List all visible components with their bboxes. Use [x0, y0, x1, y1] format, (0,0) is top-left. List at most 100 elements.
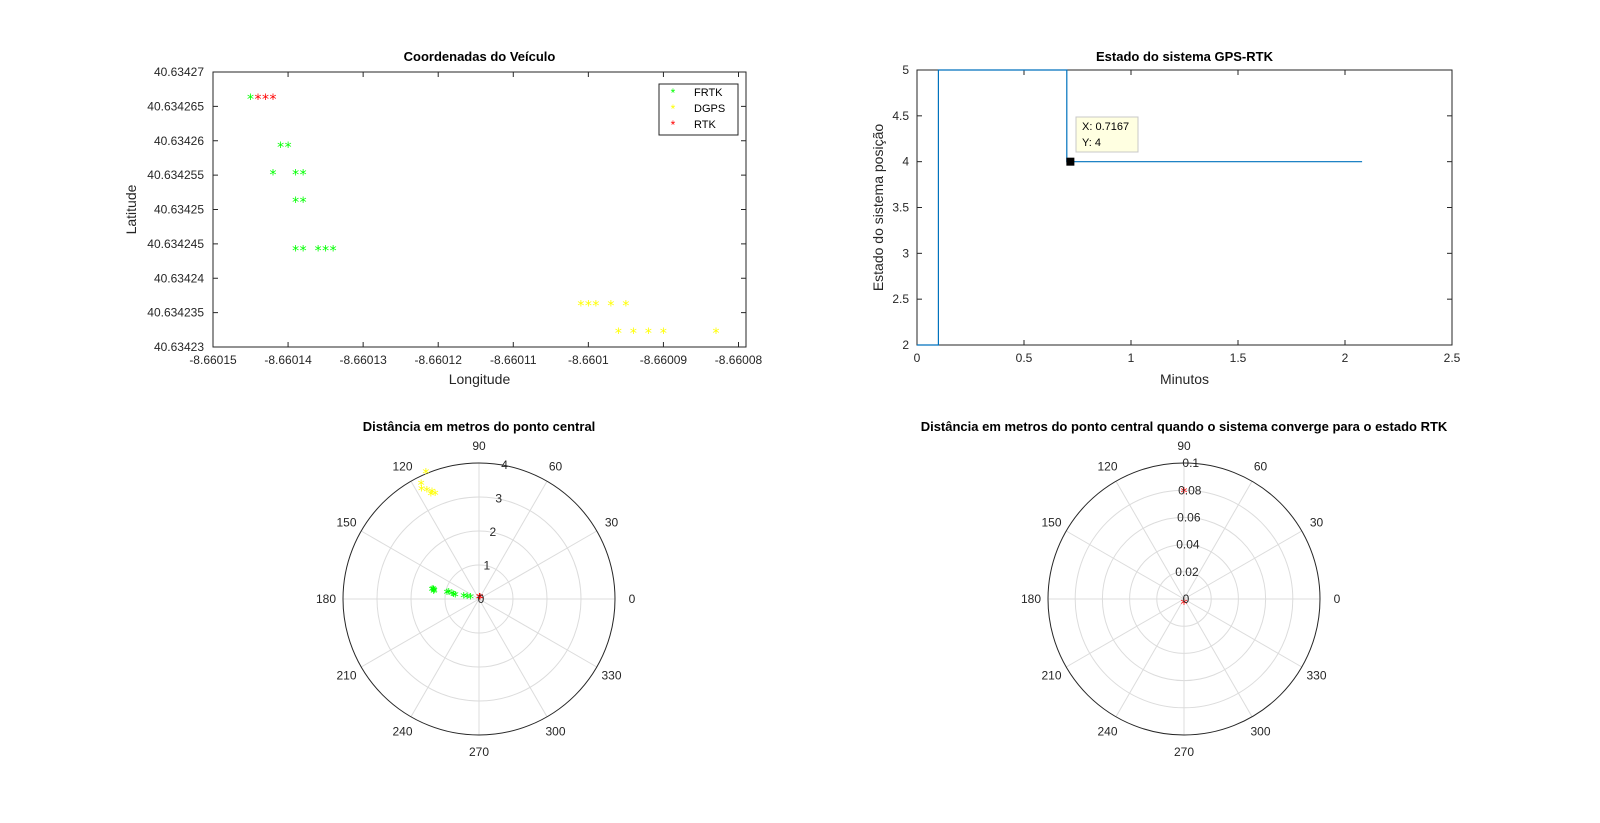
datatip[interactable]: X: 0.7167 Y: 4	[1075, 116, 1139, 153]
y-tick-label: 3	[902, 246, 909, 260]
radial-tick-label: 0	[478, 592, 485, 606]
y-tick-label: 40.634265	[147, 99, 204, 113]
y-tick-label: 40.634245	[147, 237, 204, 251]
data-point-frtk: *	[315, 243, 322, 259]
theta-tick-label: 240	[392, 725, 412, 739]
theta-tick-label: 90	[472, 439, 486, 453]
theta-tick-label: 120	[392, 459, 412, 473]
chart-title: Estado do sistema GPS-RTK	[1096, 49, 1274, 64]
legend-marker-frtk: *	[671, 86, 676, 100]
data-point-frtk: *	[430, 584, 437, 600]
chart-title: Distância em metros do ponto central qua…	[921, 419, 1448, 434]
theta-tick-label: 180	[316, 592, 336, 606]
x-tick-label: 1	[1128, 351, 1135, 365]
x-tick-label: -8.66008	[715, 353, 763, 367]
y-tick-label: 40.634235	[147, 306, 204, 320]
data-point-rtk: *	[255, 92, 262, 108]
data-point-frtk: *	[285, 140, 292, 156]
x-tick-label: 2	[1342, 351, 1349, 365]
x-tick-label: -8.6601	[568, 353, 609, 367]
radial-tick-label: 3	[495, 492, 502, 506]
radial-tick-label: 2	[489, 525, 496, 539]
theta-tick-label: 120	[1097, 459, 1117, 473]
legend: * FRTK * DGPS * RTK	[658, 83, 739, 136]
data-point-frtk: *	[322, 243, 329, 259]
data-point-frtk: *	[464, 591, 471, 607]
theta-tick-label: 210	[1041, 669, 1061, 683]
theta-tick-label: 0	[1334, 592, 1341, 606]
x-tick-label: -8.66011	[490, 353, 537, 367]
polar-ring	[1129, 544, 1239, 654]
y-tick-label: 4	[902, 155, 909, 169]
y-tick-label: 2	[902, 338, 909, 352]
data-point-dgps: *	[427, 488, 434, 504]
theta-tick-label: 150	[336, 516, 356, 530]
theta-tick-label: 90	[1177, 439, 1191, 453]
data-point-rtk: *	[476, 592, 483, 608]
data-point-frtk: *	[300, 243, 307, 259]
legend-label-dgps: DGPS	[694, 103, 725, 115]
polar-spoke	[1183, 598, 1253, 718]
data-point-dgps: *	[428, 486, 435, 502]
data-point-frtk: *	[292, 195, 299, 211]
polar-outer-ring	[1047, 462, 1321, 736]
data-point-frtk: *	[450, 589, 457, 605]
chart-title: Coordenadas do Veículo	[404, 49, 556, 64]
polar-ring	[444, 564, 514, 634]
data-point-dgps: *	[712, 326, 719, 342]
data-point-dgps: *	[432, 488, 439, 504]
polar-ring	[1101, 516, 1267, 682]
x-axis-label: Longitude	[449, 371, 511, 387]
theta-tick-label: 330	[1306, 669, 1326, 683]
data-point-rtk: *	[270, 92, 277, 108]
data-point-dgps: *	[615, 326, 622, 342]
data-point-frtk: *	[467, 591, 474, 607]
axes-box	[212, 71, 747, 348]
data-point-rtk: *	[477, 592, 484, 608]
data-point-rtk: *	[262, 92, 269, 108]
x-tick-label: 1.5	[1230, 351, 1247, 365]
legend-label-rtk: RTK	[694, 119, 716, 131]
y-tick-label: 3.5	[892, 201, 909, 215]
x-tick-label: -8.66015	[189, 353, 237, 367]
data-point-rtk: *	[476, 592, 483, 608]
data-point-dgps: *	[422, 466, 429, 482]
polar-spoke	[1183, 598, 1303, 668]
theta-tick-label: 270	[1174, 745, 1194, 759]
datatip-y: Y: 4	[1082, 137, 1101, 149]
x-tick-label: -8.66012	[415, 353, 463, 367]
data-point-frtk: *	[292, 168, 299, 184]
x-tick-label: 0	[914, 351, 921, 365]
radial-tick-label: 0	[1183, 592, 1190, 606]
legend-box	[658, 83, 739, 136]
chart-title: Distância em metros do ponto central	[363, 419, 596, 434]
y-tick-label: 40.634255	[147, 168, 204, 182]
series-line-state	[917, 69, 1363, 346]
line-chart-system-state: 0 0.5 1 1.5 2 2.5 2 2.5 3 3.5 4 4.5 5 X: 0.7167 Y: 4…	[870, 49, 1461, 387]
y-axis-label: Estado do sistema posição	[870, 124, 886, 292]
datatip-x: X: 0.7167	[1082, 121, 1129, 133]
data-point-frtk: *	[330, 243, 337, 259]
theta-tick-label: 0	[629, 592, 636, 606]
data-point-dgps: *	[622, 298, 629, 314]
y-axis-label: Latitude	[123, 184, 139, 234]
legend-marker-dgps: *	[671, 102, 676, 116]
data-point-frtk: *	[428, 584, 435, 600]
polar-chart-rtk-distance: Distância em metros do ponto central qua…	[921, 419, 1448, 759]
y-tick-label: 40.63425	[154, 203, 204, 217]
polar-ring	[376, 496, 582, 702]
polar-spoke	[1183, 480, 1253, 600]
x-tick-label: -8.66013	[339, 353, 387, 367]
data-point-dgps: *	[645, 326, 652, 342]
polar-outer-ring	[342, 462, 616, 736]
data-point-rtk: *	[1181, 485, 1188, 501]
data-point-dgps: *	[418, 483, 425, 499]
data-point-frtk: *	[431, 585, 438, 601]
x-axis-label: Minutos	[1160, 371, 1209, 387]
datatip-marker[interactable]	[1066, 157, 1075, 166]
theta-tick-label: 60	[1254, 459, 1268, 473]
datatip-box	[1075, 116, 1139, 153]
theta-tick-label: 30	[605, 516, 619, 530]
x-tick-label: 0.5	[1016, 351, 1033, 365]
